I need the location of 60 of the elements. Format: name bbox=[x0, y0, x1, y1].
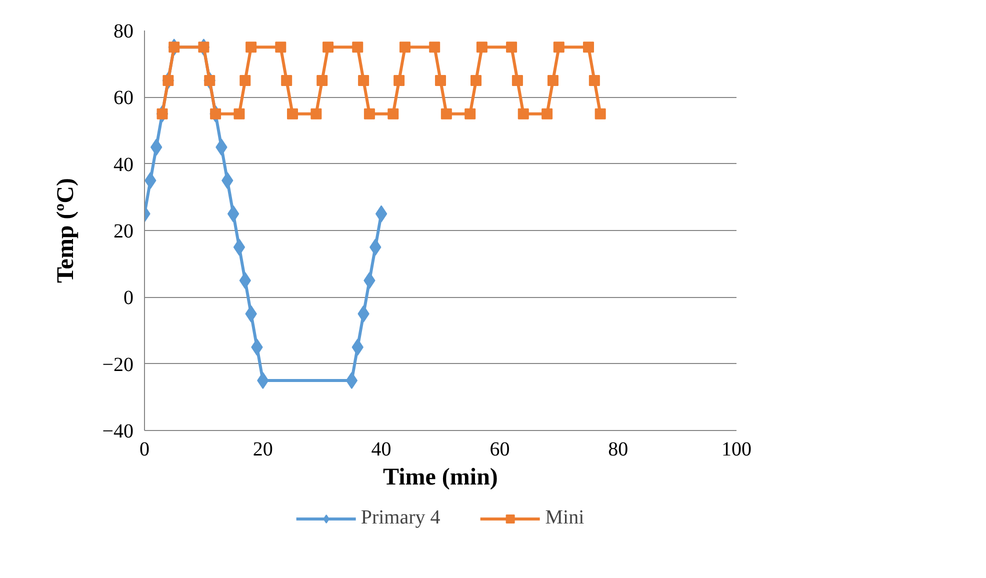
point bbox=[399, 42, 410, 53]
point bbox=[547, 75, 558, 86]
point bbox=[594, 108, 606, 120]
y-tick-label: −20 bbox=[102, 354, 134, 376]
point bbox=[281, 75, 292, 86]
y-tick-label: −40 bbox=[102, 420, 134, 442]
point bbox=[470, 75, 482, 86]
point bbox=[210, 108, 222, 120]
point bbox=[512, 75, 523, 86]
y-tick-label: 0 bbox=[124, 287, 134, 310]
point bbox=[316, 75, 328, 86]
point bbox=[583, 42, 594, 53]
legend-label: Mini bbox=[545, 506, 584, 530]
point bbox=[394, 75, 405, 86]
x-tick-label: 20 bbox=[252, 438, 273, 460]
legend-label: Primary 4 bbox=[360, 506, 440, 530]
y-tick-label: 40 bbox=[114, 154, 134, 176]
y-tick-label: 60 bbox=[114, 87, 134, 110]
point bbox=[440, 108, 452, 120]
point bbox=[233, 238, 246, 256]
point bbox=[227, 205, 240, 222]
point bbox=[588, 75, 600, 86]
point bbox=[364, 272, 376, 289]
point bbox=[275, 42, 286, 53]
point bbox=[287, 108, 298, 120]
point bbox=[375, 205, 388, 222]
y-tick-label: 20 bbox=[114, 220, 134, 242]
point bbox=[234, 108, 245, 120]
point bbox=[257, 372, 269, 389]
point bbox=[364, 108, 375, 120]
x-tick-label: 0 bbox=[140, 438, 150, 460]
point bbox=[310, 108, 322, 120]
x-tick-label: 80 bbox=[608, 438, 628, 460]
x-tick-label: 60 bbox=[490, 438, 510, 460]
x-tick-label: 100 bbox=[722, 438, 752, 460]
point bbox=[388, 108, 399, 120]
point bbox=[542, 108, 553, 120]
point bbox=[518, 108, 529, 120]
y-tick-label: 80 bbox=[114, 20, 134, 42]
point bbox=[506, 42, 518, 53]
point bbox=[144, 172, 156, 189]
point bbox=[156, 108, 168, 120]
point bbox=[464, 108, 476, 120]
point bbox=[435, 75, 446, 86]
y-axis-title: Temp (ºC) bbox=[53, 178, 80, 284]
point bbox=[352, 42, 364, 53]
point bbox=[240, 75, 251, 86]
point bbox=[476, 42, 488, 53]
point bbox=[239, 272, 251, 289]
point bbox=[246, 42, 257, 53]
x-tick-label: 40 bbox=[371, 438, 392, 460]
x-axis-title: Time (min) bbox=[383, 464, 498, 490]
point bbox=[346, 372, 358, 389]
point bbox=[429, 42, 440, 53]
point bbox=[222, 172, 234, 189]
point bbox=[198, 42, 210, 53]
point bbox=[553, 42, 564, 53]
point bbox=[168, 42, 180, 53]
point bbox=[322, 42, 334, 53]
point bbox=[358, 75, 370, 86]
